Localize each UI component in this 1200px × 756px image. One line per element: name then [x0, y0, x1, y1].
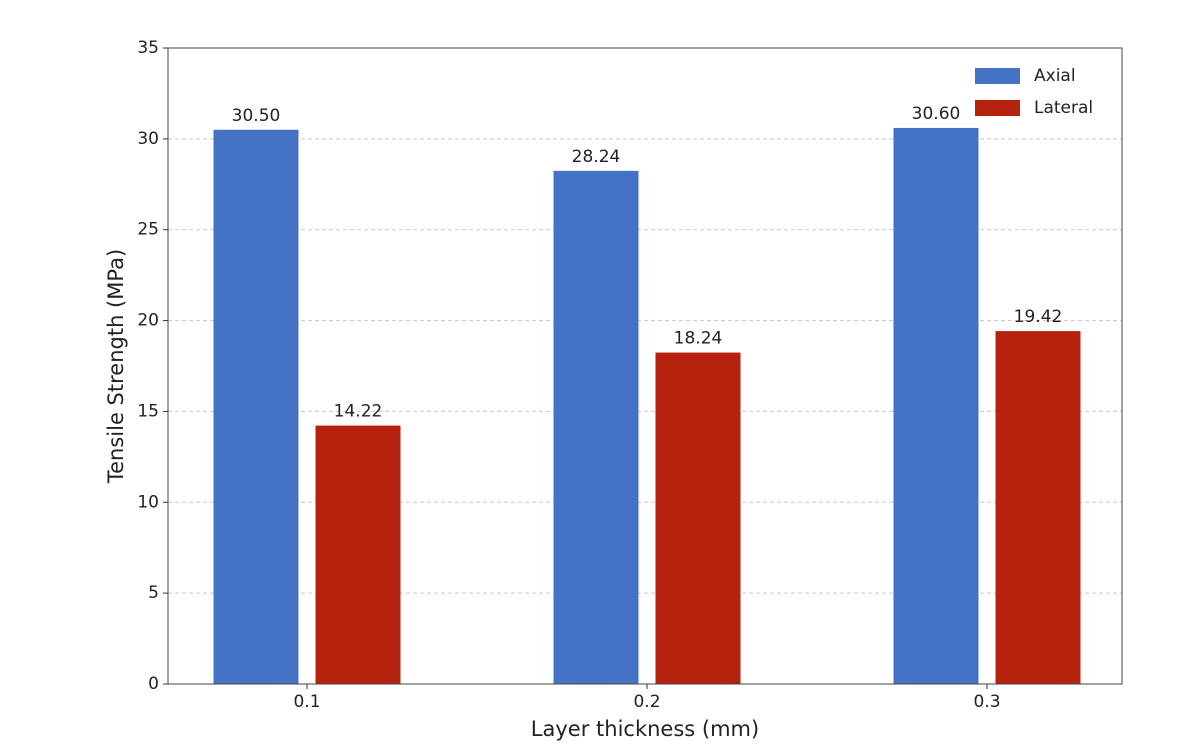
y-tick-label: 35 [137, 38, 159, 58]
legend-label: Lateral [1034, 98, 1093, 118]
legend-label: Axial [1034, 66, 1076, 86]
x-tick-label: 0.2 [633, 692, 660, 712]
x-tick-label: 0.1 [293, 692, 320, 712]
bar [655, 352, 741, 684]
bar [315, 425, 401, 684]
data-label: 28.24 [572, 147, 621, 167]
bar [995, 331, 1081, 684]
y-tick-label: 15 [137, 401, 159, 421]
bar [553, 170, 639, 684]
data-label: 30.50 [232, 106, 281, 126]
data-label: 19.42 [1014, 307, 1063, 327]
x-tick-label: 0.3 [973, 692, 1000, 712]
y-tick-label: 10 [137, 492, 159, 512]
data-label: 14.22 [334, 402, 383, 422]
y-axis-label: Tensile Strength (MPa) [104, 249, 128, 484]
y-tick-label: 5 [148, 583, 159, 603]
legend-swatch [975, 100, 1020, 116]
x-axis-label: Layer thickness (mm) [531, 717, 759, 741]
y-tick-label: 20 [137, 311, 159, 331]
y-tick-label: 0 [148, 674, 159, 694]
bar [893, 127, 979, 684]
data-label: 18.24 [674, 329, 723, 349]
legend-swatch [975, 68, 1020, 84]
plot-frame [167, 47, 1123, 685]
y-tick-label: 25 [137, 220, 159, 240]
y-tick-label: 30 [137, 129, 159, 149]
data-label: 30.60 [912, 104, 961, 124]
bar [213, 129, 299, 684]
